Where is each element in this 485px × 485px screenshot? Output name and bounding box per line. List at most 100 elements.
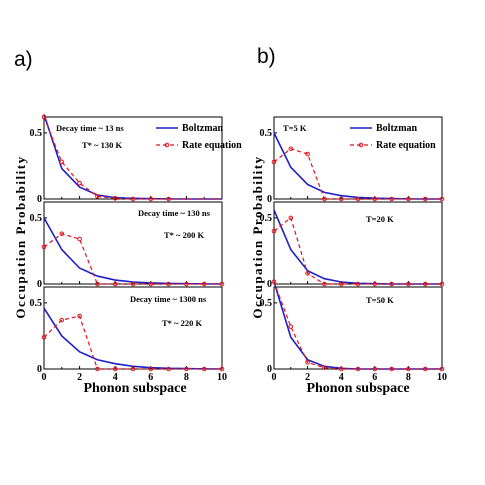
rate-equation-point xyxy=(389,196,394,202)
rate-equation-line xyxy=(43,315,222,370)
rate-equation-line xyxy=(273,216,442,285)
x-tick-label: 2 xyxy=(77,372,82,383)
rate-equation-point xyxy=(77,313,82,319)
chart-panels: 0 0.5 Decay time ~ 13 ns T* ~ 130 K Boltzman… xyxy=(30,114,447,383)
panel-annotation: T=5 K xyxy=(283,123,307,133)
rate-equation-point xyxy=(148,281,154,287)
legend-boltzmann-label: Boltzman xyxy=(182,123,224,134)
x-tick-label: 6 xyxy=(148,372,153,383)
rate-equation-point xyxy=(355,281,361,287)
rate-equation-point xyxy=(439,196,445,202)
y-tick-label: 0.5 xyxy=(30,298,43,309)
rate-equation-point xyxy=(271,228,277,234)
rate-equation-point xyxy=(305,360,310,365)
panel-annotation: Decay time ~ 1300 ns xyxy=(130,294,207,304)
rate-equation-point xyxy=(406,366,411,372)
rate-equation-point xyxy=(41,244,47,250)
rate-equation-point xyxy=(166,196,171,202)
x-tick-label: 8 xyxy=(184,372,189,383)
boltzmann-line xyxy=(43,307,223,370)
y-tick-label: 0 xyxy=(37,279,42,290)
rate-equation-point xyxy=(201,281,207,287)
panel-annotation: T* ~ 130 K xyxy=(82,140,122,150)
rate-equation-point xyxy=(422,281,428,287)
rate-equation-point xyxy=(184,366,189,372)
rate-equation-point xyxy=(305,271,310,276)
rate-equation-point xyxy=(288,324,294,329)
boltzmann-line xyxy=(43,114,222,200)
plot-frame xyxy=(273,286,443,370)
panel-5: 0 0.5 T=20 K xyxy=(260,201,445,290)
rate-equation-point xyxy=(322,281,327,287)
rate-equation-point xyxy=(130,366,136,372)
rate-equation-point xyxy=(322,196,327,202)
rate-equation-point xyxy=(112,196,118,201)
y-tick-label: 0 xyxy=(267,279,272,290)
rate-equation-line xyxy=(43,233,222,285)
y-axis-title-b: Occupation Probability xyxy=(250,155,265,318)
rate-equation-point xyxy=(166,281,171,287)
rate-equation-point xyxy=(219,281,225,287)
rate-equation-point xyxy=(338,366,344,372)
legend-rate-label: Rate equation xyxy=(182,140,242,151)
x-tick-label: 4 xyxy=(339,372,344,383)
panel-annotation: Decay time ~ 130 ns xyxy=(138,208,211,218)
y-tick-label: 0.5 xyxy=(260,128,273,139)
rate-equation-line xyxy=(43,116,222,200)
rate-equation-point xyxy=(271,159,277,165)
y-tick-label: 0 xyxy=(37,364,42,375)
rate-equation-point xyxy=(439,281,445,287)
legend-rate-label: Rate equation xyxy=(376,140,436,151)
rate-equation-point xyxy=(406,196,411,202)
rate-equation-point xyxy=(288,146,294,152)
rate-equation-point xyxy=(389,366,394,372)
rate-equation-line xyxy=(273,148,442,200)
rate-equation-point xyxy=(95,281,100,287)
rate-equation-point xyxy=(130,281,136,287)
panel-annotation: T* ~ 200 K xyxy=(164,230,204,240)
rate-equation-point xyxy=(372,366,378,372)
rate-equation-point xyxy=(439,366,445,372)
rate-equation-point xyxy=(130,196,136,202)
y-tick-label: 0 xyxy=(37,194,42,205)
boltzmann-line xyxy=(273,209,442,285)
x-tick-label: 8 xyxy=(406,372,411,383)
rate-equation-point xyxy=(59,231,65,237)
x-tick-label: 10 xyxy=(217,372,227,383)
x-tick-label: 10 xyxy=(437,372,447,383)
rate-equation-point xyxy=(41,334,47,340)
rate-equation-point xyxy=(355,196,361,202)
legend-rate-marker xyxy=(358,142,364,148)
y-axis-title-a: Occupation Probability xyxy=(13,155,28,318)
rate-equation-point xyxy=(338,281,344,287)
panel-label-b: b) xyxy=(257,45,276,68)
y-tick-label: 0 xyxy=(267,364,272,375)
rate-equation-point xyxy=(184,281,189,287)
rate-equation-point xyxy=(77,236,82,242)
y-tick-label: 0 xyxy=(267,194,272,205)
rate-equation-point xyxy=(406,281,411,287)
y-tick-label: 0.5 xyxy=(260,298,273,309)
rate-equation-point xyxy=(288,215,294,221)
y-tick-label: 0.5 xyxy=(260,213,273,224)
x-axis-title-b: Phonon subspace xyxy=(306,381,409,396)
rate-equation-point xyxy=(41,114,47,120)
rate-equation-point xyxy=(355,366,361,372)
rate-equation-point xyxy=(59,317,65,323)
rate-equation-point xyxy=(95,366,100,372)
y-tick-label: 0.5 xyxy=(30,213,43,224)
x-tick-label: 0 xyxy=(42,372,47,383)
rate-equation-point xyxy=(148,196,154,202)
panel-1: 0 0.5 Decay time ~ 13 ns T* ~ 130 K Boltzman… xyxy=(30,114,242,205)
x-tick-label: 2 xyxy=(305,372,310,383)
rate-equation-point xyxy=(77,180,82,186)
panel-annotation: T* ~ 220 K xyxy=(162,318,202,328)
panel-annotation: T=50 K xyxy=(366,295,394,305)
rate-equation-point xyxy=(95,194,100,199)
boltzmann-line xyxy=(273,281,442,370)
boltzmann-line xyxy=(43,217,223,285)
rate-equation-point xyxy=(201,366,207,372)
rate-equation-point xyxy=(338,196,344,202)
panel-2: 0 0.5 Decay time ~ 130 ns T* ~ 200 K xyxy=(30,201,225,290)
x-axis-title-a: Phonon subspace xyxy=(83,381,186,396)
